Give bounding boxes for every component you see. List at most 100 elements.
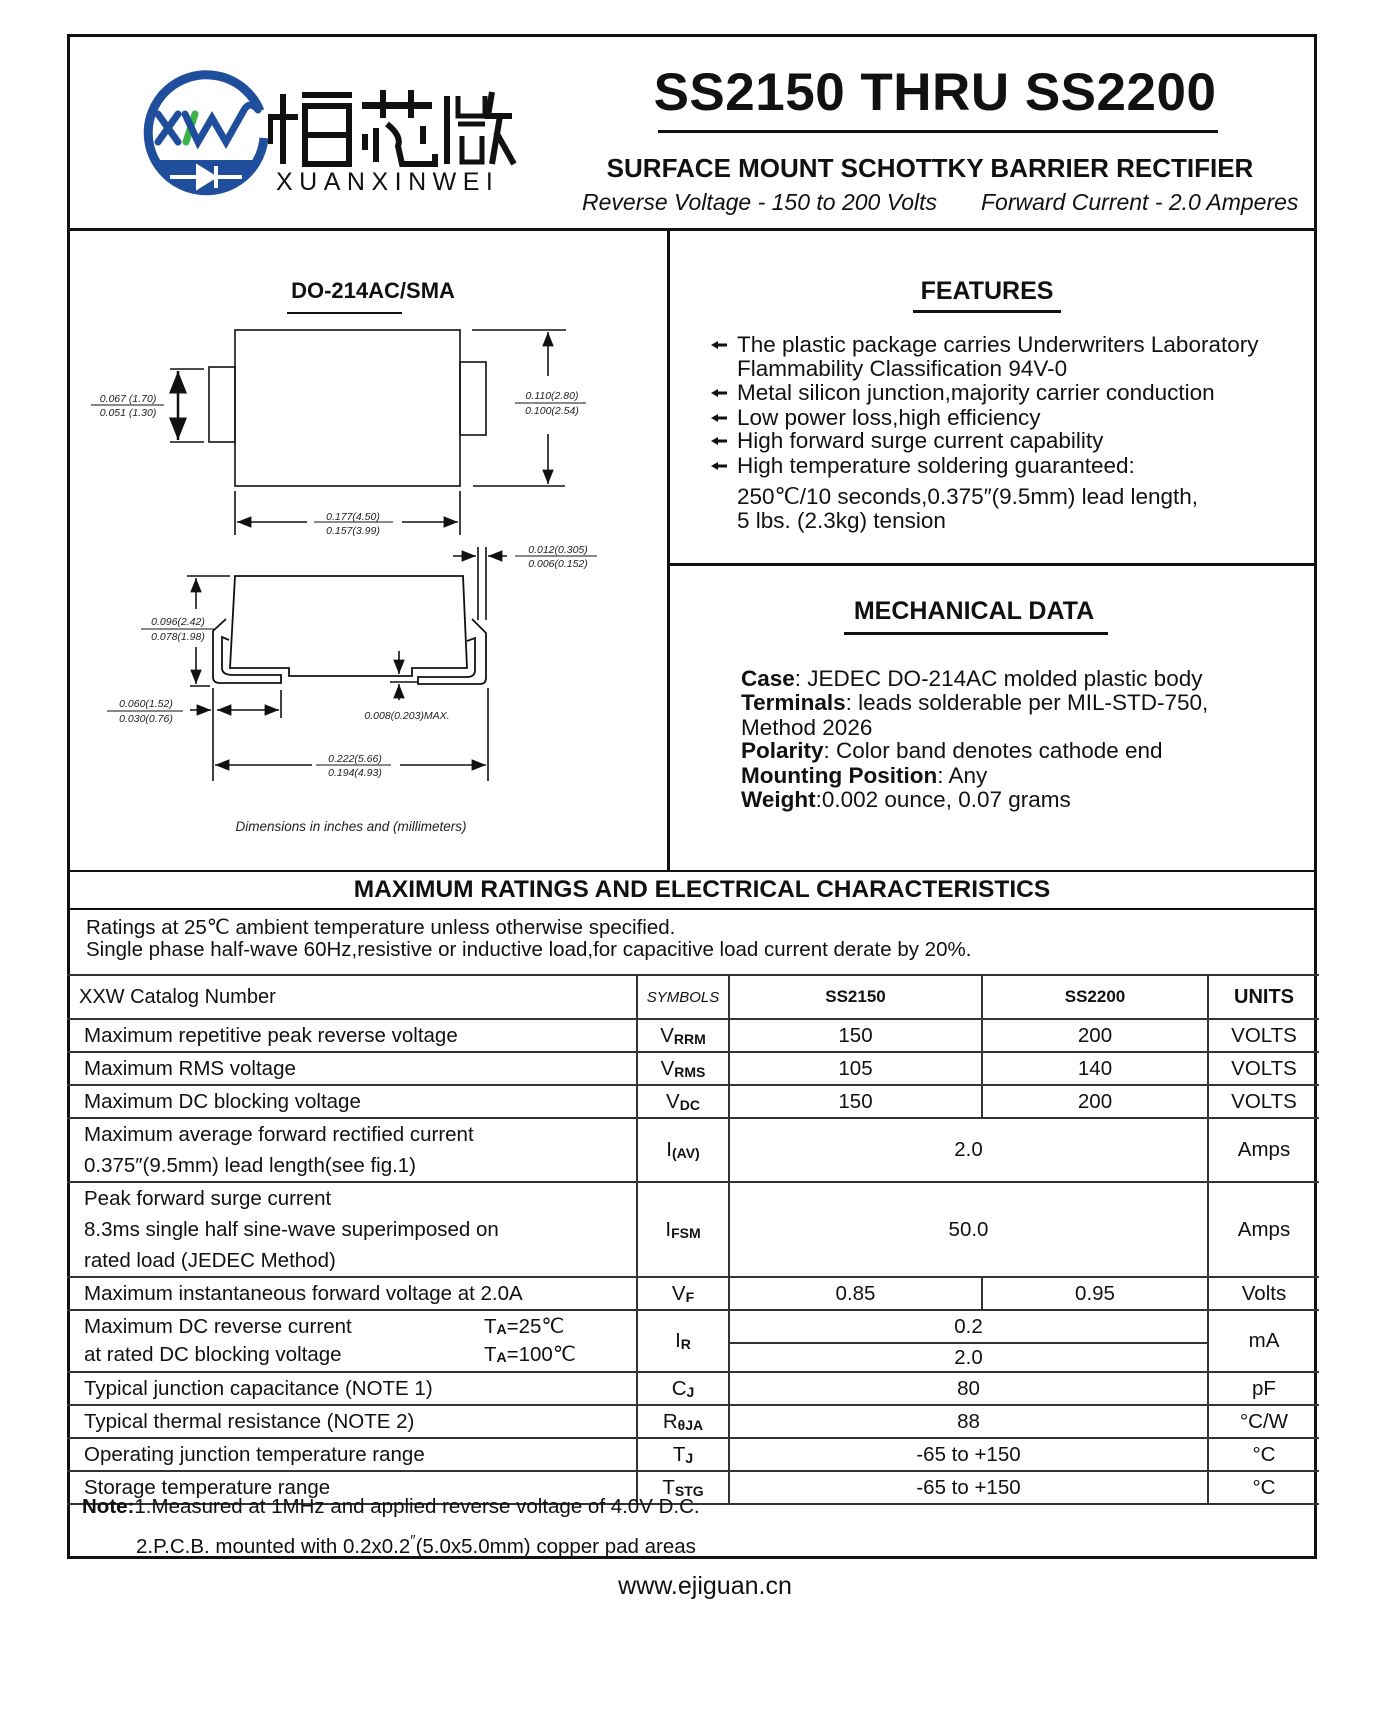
param-line: Maximum repetitive peak reverse voltage <box>84 1024 458 1047</box>
symbol-cell: TSTG <box>636 1470 730 1505</box>
dim-lead-length-max: 0.060(1.52) <box>119 698 173 710</box>
param-cell: Operating junction temperature range <box>67 1437 638 1472</box>
feature-text: Flammability Classification 94V-0 <box>737 356 1068 381</box>
table-row: Maximum DC blocking voltage VDC 150 200 VOLT… <box>67 1084 1319 1119</box>
footnote-2-b: (5.0x5.0mm) copper pad areas <box>415 1534 696 1558</box>
website-link[interactable]: www.ejiguan.cn <box>618 1572 792 1600</box>
feature-text: High forward surge current capability <box>737 428 1104 453</box>
page-subtitle: SURFACE MOUNT SCHOTTKY BARRIER RECTIFIER <box>606 153 1254 183</box>
column-units: UNITS <box>1234 985 1294 1008</box>
mechanical-item: Mounting Position: Any <box>741 764 987 788</box>
mechanical-value: :0.002 ounce, 0.07 grams <box>815 787 1071 812</box>
column-symbol: SYMBOLS <box>646 988 720 1006</box>
mechanical-item: Terminals: leads solderable per MIL-STD-… <box>741 691 1208 715</box>
unit-cell: °C <box>1207 1437 1319 1472</box>
footnote-2-a: 2.P.C.B. mounted with 0.2x0.2 <box>136 1534 411 1558</box>
feature-item: Metal silicon junction,majority carrier … <box>711 381 1215 405</box>
symbol: RθJA <box>662 1409 704 1433</box>
dim-height-max: 0.096(2.42) <box>151 616 205 628</box>
reverse-voltage: Reverse Voltage - 150 to 200 Volts <box>582 189 938 215</box>
mechanical-item: Polarity: Color band denotes cathode end <box>741 739 1163 763</box>
param-line: Maximum DC reverse current <box>84 1315 352 1338</box>
value-ss2200: 140 <box>1077 1056 1113 1080</box>
value-cell: 2.0 <box>728 1117 1209 1183</box>
value: 88 <box>957 1409 980 1433</box>
unit-cell: Amps <box>1207 1181 1319 1278</box>
value-cell-ss2150: 0.85 <box>728 1276 983 1311</box>
param-line: Maximum DC blocking voltage <box>84 1090 361 1113</box>
symbol: I(AV) <box>666 1138 700 1161</box>
symbol: IFSM <box>665 1217 701 1241</box>
ratings-table: XXW Catalog Number SYMBOLS SS2150 SS2200 UNI… <box>67 974 1319 1505</box>
dim-body-length-min: 0.157(3.99) <box>326 525 380 537</box>
param-line: at rated DC blocking voltage <box>84 1343 342 1366</box>
feature-item: Low power loss,high efficiency <box>711 406 1041 430</box>
value-cell: 0.2 <box>728 1309 1209 1344</box>
symbol: TJ <box>672 1442 694 1466</box>
value-cell: 88 <box>728 1404 1209 1439</box>
table-header-row: XXW Catalog Number SYMBOLS SS2150 SS2200 UNI… <box>67 974 1319 1020</box>
dim-overall-length-max: 0.222(5.66) <box>328 753 382 765</box>
table-row: Maximum repetitive peak reverse voltage V… <box>67 1018 1319 1053</box>
ratings-title: MAXIMUM RATINGS AND ELECTRICAL CHARACTER… <box>353 876 1051 903</box>
unit: VOLTS <box>1231 1089 1297 1113</box>
ratings-note-1: Ratings at 25℃ ambient temperature unles… <box>86 916 676 939</box>
feature-text: Low power loss,high efficiency <box>737 405 1041 430</box>
package-top-body <box>234 329 461 487</box>
value-ss2200: 200 <box>1077 1023 1113 1047</box>
unit-cell: mA <box>1207 1309 1319 1373</box>
dim-pad-height-max: 0.067 (1.70) <box>100 393 157 405</box>
dim-body-length-max: 0.177(4.50) <box>326 511 380 523</box>
param-line: Maximum RMS voltage <box>84 1057 296 1080</box>
unit: pF <box>1252 1376 1276 1400</box>
value-cell-ss2200: 0.95 <box>981 1276 1209 1311</box>
ratings-note-2: Single phase half-wave 60Hz,resistive or… <box>86 938 972 961</box>
section-divider <box>67 870 1317 872</box>
table-row: Maximum RMS voltage VRMS 105 140 VOLTS <box>67 1051 1319 1086</box>
bullet-icon <box>711 454 737 478</box>
symbol-cell: VRRM <box>636 1018 730 1053</box>
symbol-cell: IR <box>636 1309 730 1373</box>
header-param: XXW Catalog Number <box>67 974 638 1020</box>
package-title: DO-214AC/SMA <box>291 278 455 303</box>
unit: °C <box>1252 1442 1276 1466</box>
symbol: VDC <box>666 1089 700 1113</box>
unit-cell: Volts <box>1207 1276 1319 1311</box>
feature-item: High forward surge current capability <box>711 429 1103 453</box>
symbol-cell: VDC <box>636 1084 730 1119</box>
logo-ring <box>143 70 269 196</box>
value-cell-ss2150: 105 <box>728 1051 983 1086</box>
table-row: 2.0 <box>67 1342 1319 1373</box>
diode-icon <box>170 163 242 191</box>
param-cell: Maximum DC reverse current TA=25℃ at rated… <box>67 1309 638 1373</box>
symbol-cell: RθJA <box>636 1404 730 1439</box>
mechanical-title: MECHANICAL DATA <box>853 597 1095 625</box>
logo-xxw-mark <box>154 101 262 150</box>
symbol-cell: I(AV) <box>636 1117 730 1183</box>
param-cell: Maximum RMS voltage <box>67 1051 638 1086</box>
table-row: Maximum average forward rectified curren… <box>67 1117 1319 1183</box>
value-cell-ss2200: 140 <box>981 1051 1209 1086</box>
symbol: IR <box>675 1329 691 1352</box>
value-cell-ss2200: 200 <box>981 1018 1209 1053</box>
package-left-pad <box>208 366 236 443</box>
unit-cell: VOLTS <box>1207 1084 1319 1119</box>
company-logo: XUANXINWEI <box>143 70 517 196</box>
feature-item: Flammability Classification 94V-0 <box>711 357 1067 381</box>
symbol-cell: VF <box>636 1276 730 1311</box>
table-row: Typical thermal resistance (NOTE 2) RθJA 8… <box>67 1404 1319 1439</box>
mechanical-item: Weight:0.002 ounce, 0.07 grams <box>741 788 1071 812</box>
column-divider <box>667 228 670 871</box>
feature-text: The plastic package carries Underwriters… <box>737 332 1259 357</box>
unit-cell: °C <box>1207 1470 1319 1505</box>
column-ss2150: SS2150 <box>825 987 886 1006</box>
unit-cell: Amps <box>1207 1117 1319 1183</box>
package-drawing: 0.067 (1.70) 0.051 (1.30) 0.110(2.80) 0.… <box>91 329 597 834</box>
feature-text: High temperature soldering guaranteed: <box>737 453 1135 478</box>
mechanical-label: Terminals <box>741 690 846 715</box>
table-row: Maximum instantaneous forward voltage at… <box>67 1276 1319 1311</box>
value-cell-ss2200: 200 <box>981 1084 1209 1119</box>
page-title: SS2150 THRU SS2200 <box>653 63 1217 122</box>
value: 0.2 <box>954 1314 983 1338</box>
feature-item: 250℃/10 seconds,0.375″(9.5mm) lead lengt… <box>711 485 1198 509</box>
